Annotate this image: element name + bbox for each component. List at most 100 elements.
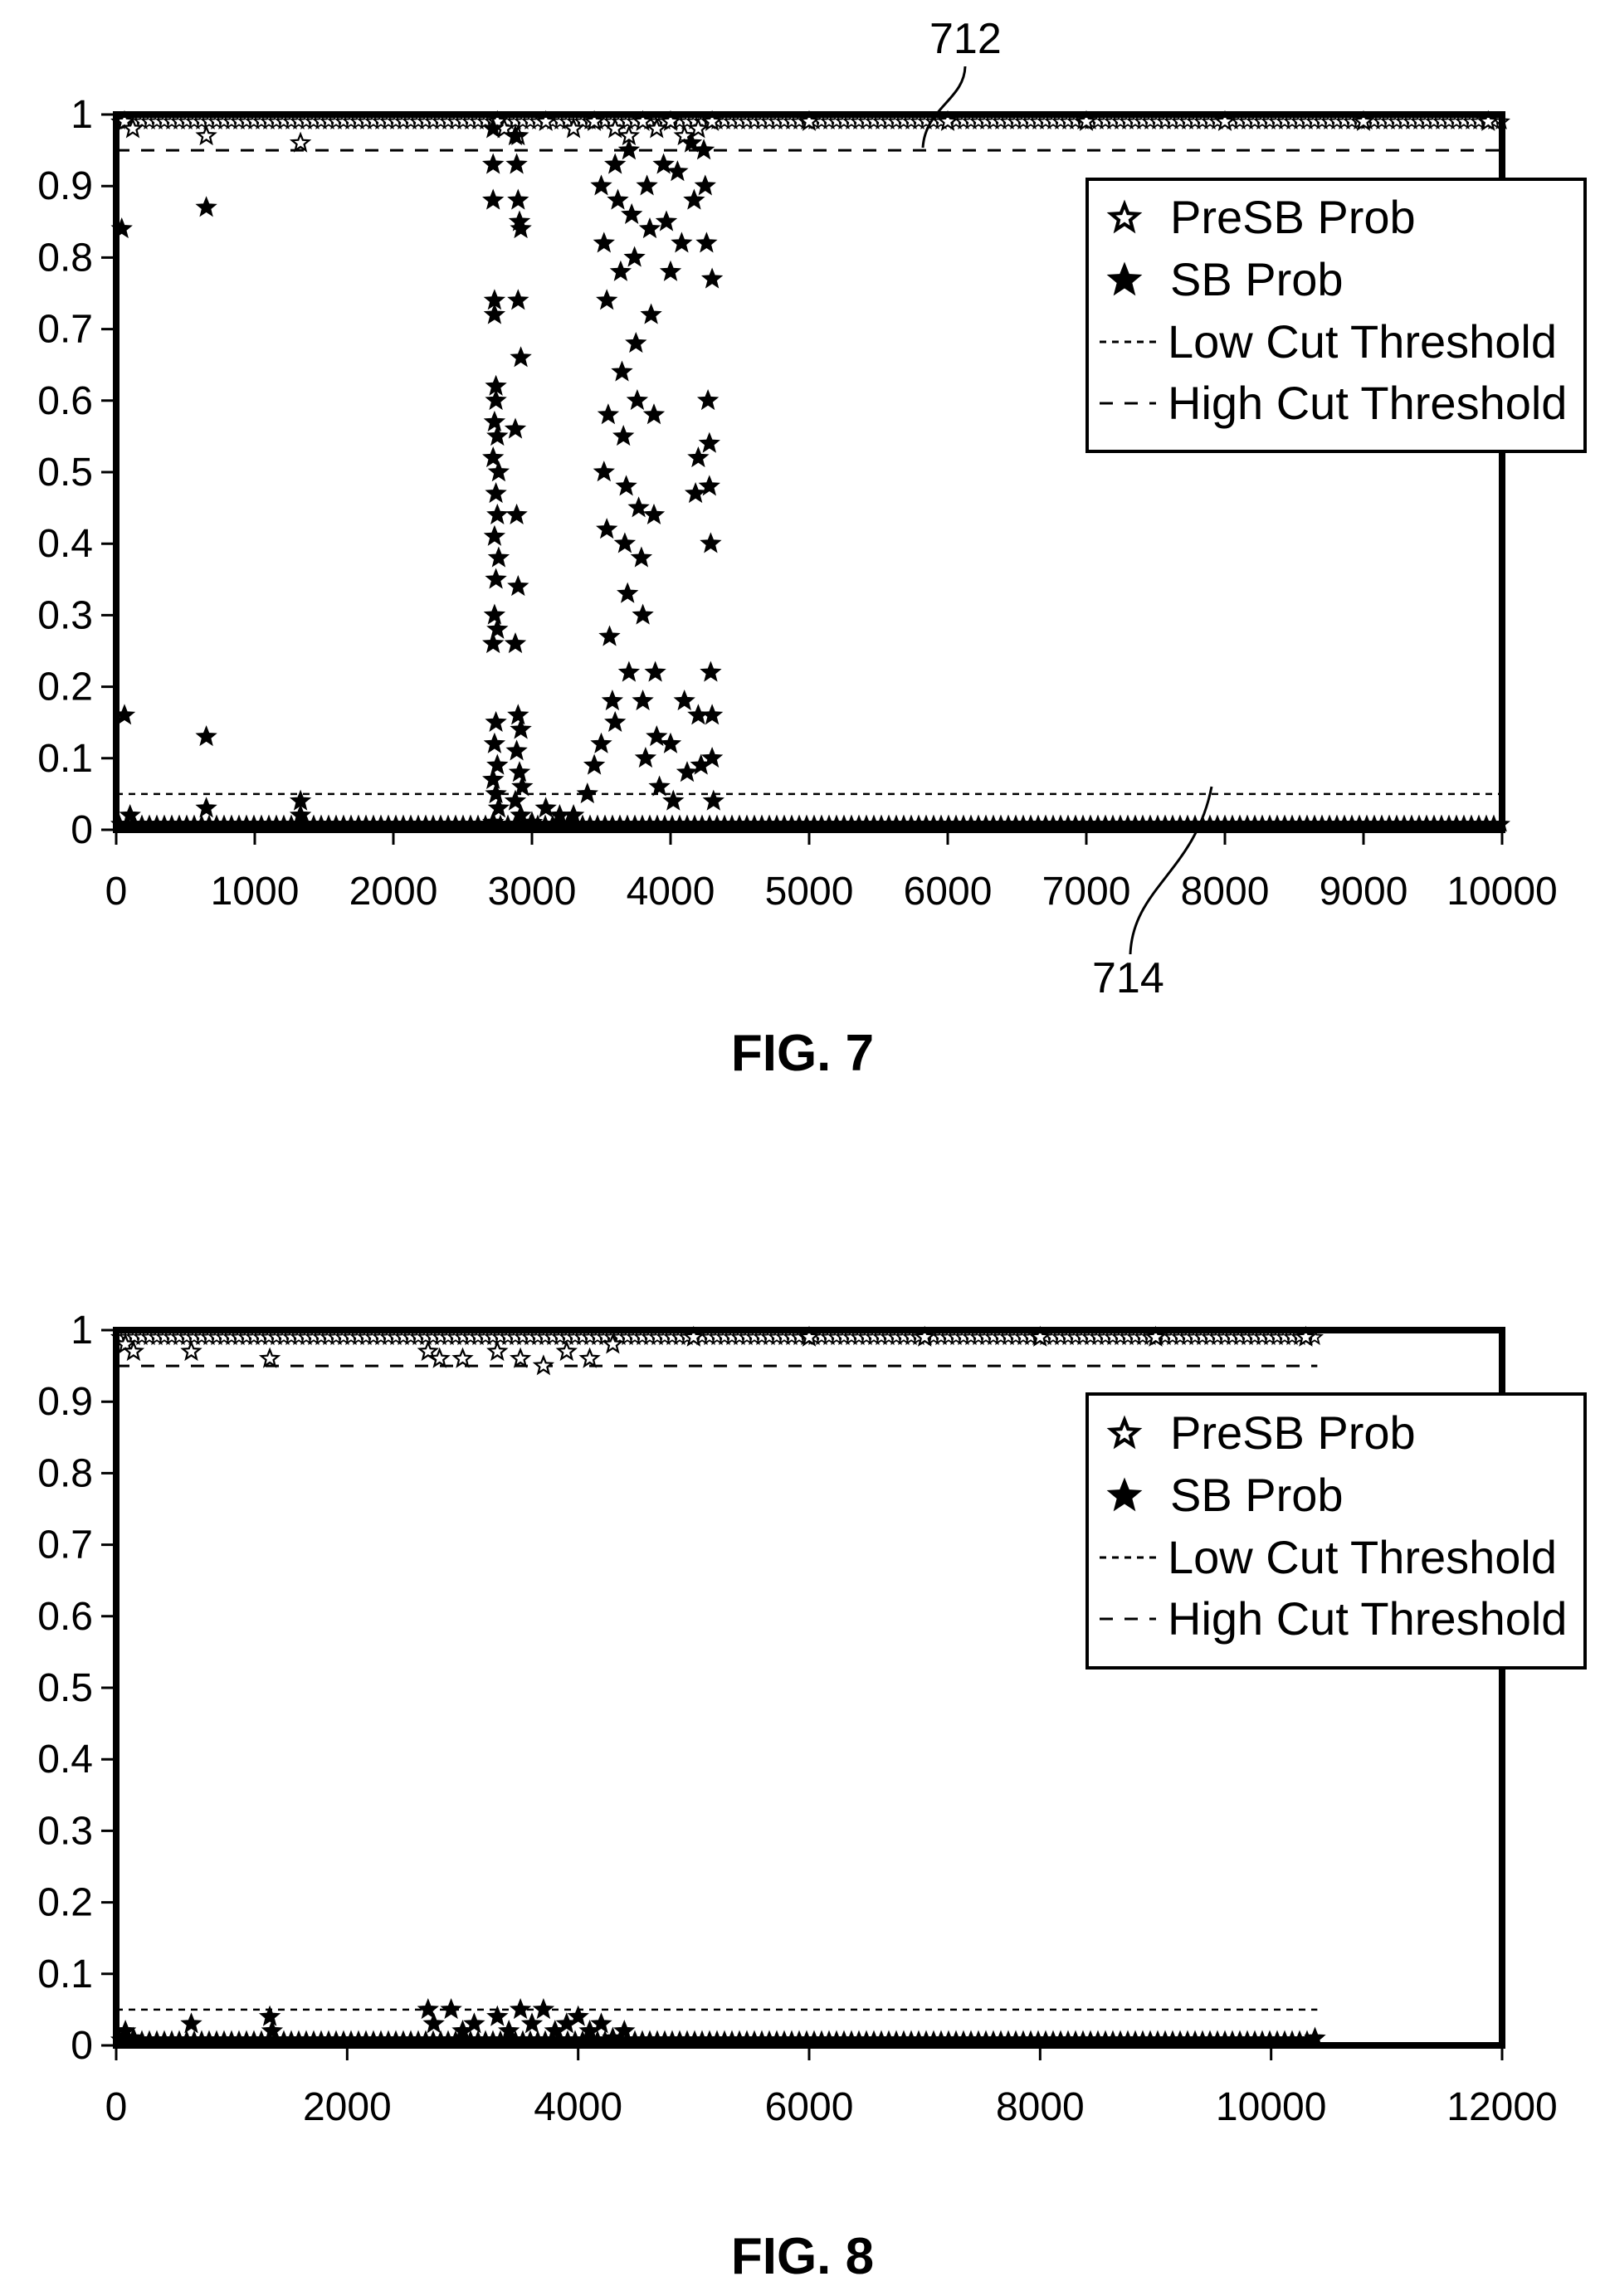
sb-prob-star (487, 426, 507, 445)
sb-prob-star (608, 190, 627, 209)
leader-line-712 (921, 66, 967, 149)
legend-label-presb: PreSB Prob (1170, 191, 1416, 243)
x-tick-label: 4000 (534, 2085, 622, 2129)
y-tick-label: 0.7 (37, 1523, 93, 1567)
sb-prob-star (637, 176, 656, 195)
sb-prob-star (642, 305, 661, 324)
sb-prob-star (489, 548, 509, 567)
sb-prob-star (483, 190, 503, 209)
sb-prob-star (485, 412, 505, 431)
sb-prob-star (597, 519, 617, 538)
sb-prob-star (632, 548, 651, 567)
sb-prob-star (698, 390, 718, 409)
plot-area: 0 1000 2000 3000 4000 5000 6000 7000 8000 9000 100… (37, 93, 1557, 914)
sb-prob-star (697, 233, 716, 252)
x-tick-label: 3000 (488, 870, 577, 914)
sb-prob-star (598, 405, 618, 423)
x-tick-label: 10000 (1446, 870, 1557, 914)
sb-prob-star (483, 633, 503, 652)
sb-prob-star (668, 162, 687, 180)
legend-label-low-cut: Low Cut Threshold (1168, 315, 1557, 368)
sb-prob-star (661, 734, 681, 753)
sb-prob-star (424, 2014, 444, 2032)
x-tick-label: 10000 (1216, 2085, 1326, 2129)
sb-prob-star (594, 233, 614, 252)
sb-prob-star (197, 197, 216, 216)
sb-prob-star (487, 619, 507, 638)
sb-prob-star (508, 290, 528, 309)
sb-prob-star (661, 261, 681, 280)
leader-line-714 (1129, 786, 1213, 955)
sb-prob-star (507, 154, 526, 173)
sb-prob-star (702, 705, 722, 724)
presb-prob-star (534, 1356, 554, 1374)
x-tick-label: 7000 (1042, 870, 1131, 914)
y-tick-label: 0.9 (37, 164, 93, 208)
sb-prob-star (511, 719, 530, 739)
sb-prob-star (695, 176, 715, 195)
sb-prob-star (612, 362, 632, 381)
y-tick-label: 0.5 (37, 451, 93, 495)
sb-prob-star (646, 662, 665, 681)
sb-prob-star (489, 462, 509, 480)
sb-prob-star (505, 633, 525, 652)
y-tick-label: 0.1 (37, 737, 93, 781)
y-tick-label: 0.1 (37, 1952, 93, 1996)
sb-prob-star (627, 390, 647, 409)
legend-label-high-cut: High Cut Threshold (1168, 1592, 1567, 1645)
sb-prob-star (694, 140, 714, 158)
presb-prob-star (557, 1341, 577, 1360)
x-tick-label: 6000 (904, 870, 993, 914)
sb-prob-star (507, 505, 526, 524)
sb-prob-star (508, 190, 528, 209)
sb-prob-star (622, 204, 642, 223)
sb-prob-star (486, 712, 505, 731)
sb-prob-star (644, 505, 664, 524)
sb-prob-star (650, 777, 669, 796)
sb-prob-star (613, 426, 633, 445)
y-axis-ticks: 0 0.1 0.2 0.3 0.4 0.5 0.6 0.7 0.8 0.9 1 (37, 93, 116, 852)
x-tick-label: 8000 (996, 2085, 1085, 2129)
x-tick-label: 0 (105, 870, 128, 914)
presb-prob-star (510, 1348, 530, 1367)
x-axis-ticks: 0 2000 4000 6000 8000 10000 12000 (105, 2045, 1558, 2129)
sb-prob-star (702, 269, 722, 288)
y-tick-label: 0.3 (37, 593, 93, 637)
sb-prob-star (600, 626, 619, 646)
legend-label-sb: SB Prob (1170, 1469, 1344, 1521)
x-tick-label: 2000 (349, 870, 438, 914)
reference-numeral-714: 714 (1092, 954, 1164, 1002)
sb-prob-star (640, 218, 660, 237)
x-tick-label: 2000 (303, 2085, 392, 2129)
sb-prob-star (602, 690, 622, 709)
y-tick-label: 0.4 (37, 522, 93, 566)
sb-prob-star (617, 583, 637, 602)
sb-prob-star (592, 176, 611, 195)
sb-prob-star (594, 462, 614, 480)
sb-prob-star (508, 576, 528, 595)
x-tick-label: 4000 (627, 870, 715, 914)
y-tick-label: 0.5 (37, 1666, 93, 1710)
x-tick-label: 1000 (211, 870, 300, 914)
sb-prob-star (486, 483, 505, 502)
sb-prob-star (578, 783, 598, 802)
sb-prob-star (584, 755, 604, 774)
presb-prob-star (260, 1348, 280, 1367)
sb-prob-star (508, 705, 528, 724)
sb-prob-star (701, 662, 720, 681)
sb-prob-star (677, 763, 697, 781)
sb-prob-star (700, 433, 720, 452)
x-tick-label: 0 (105, 2085, 128, 2129)
sb-prob-star (483, 154, 503, 173)
figure-7: 0 1000 2000 3000 4000 5000 6000 7000 8000 9000 100… (37, 15, 1587, 1082)
sb-prob-star (485, 605, 505, 624)
reference-712: 712 (921, 15, 1002, 149)
x-tick-label: 6000 (765, 2085, 854, 2129)
sb-prob-star (633, 605, 652, 624)
sb-prob-star (510, 763, 529, 781)
y-tick-label: 1 (71, 1309, 93, 1353)
legend-label-sb: SB Prob (1170, 253, 1344, 305)
y-tick-label: 0.2 (37, 1881, 93, 1925)
y-tick-label: 0.4 (37, 1738, 93, 1782)
